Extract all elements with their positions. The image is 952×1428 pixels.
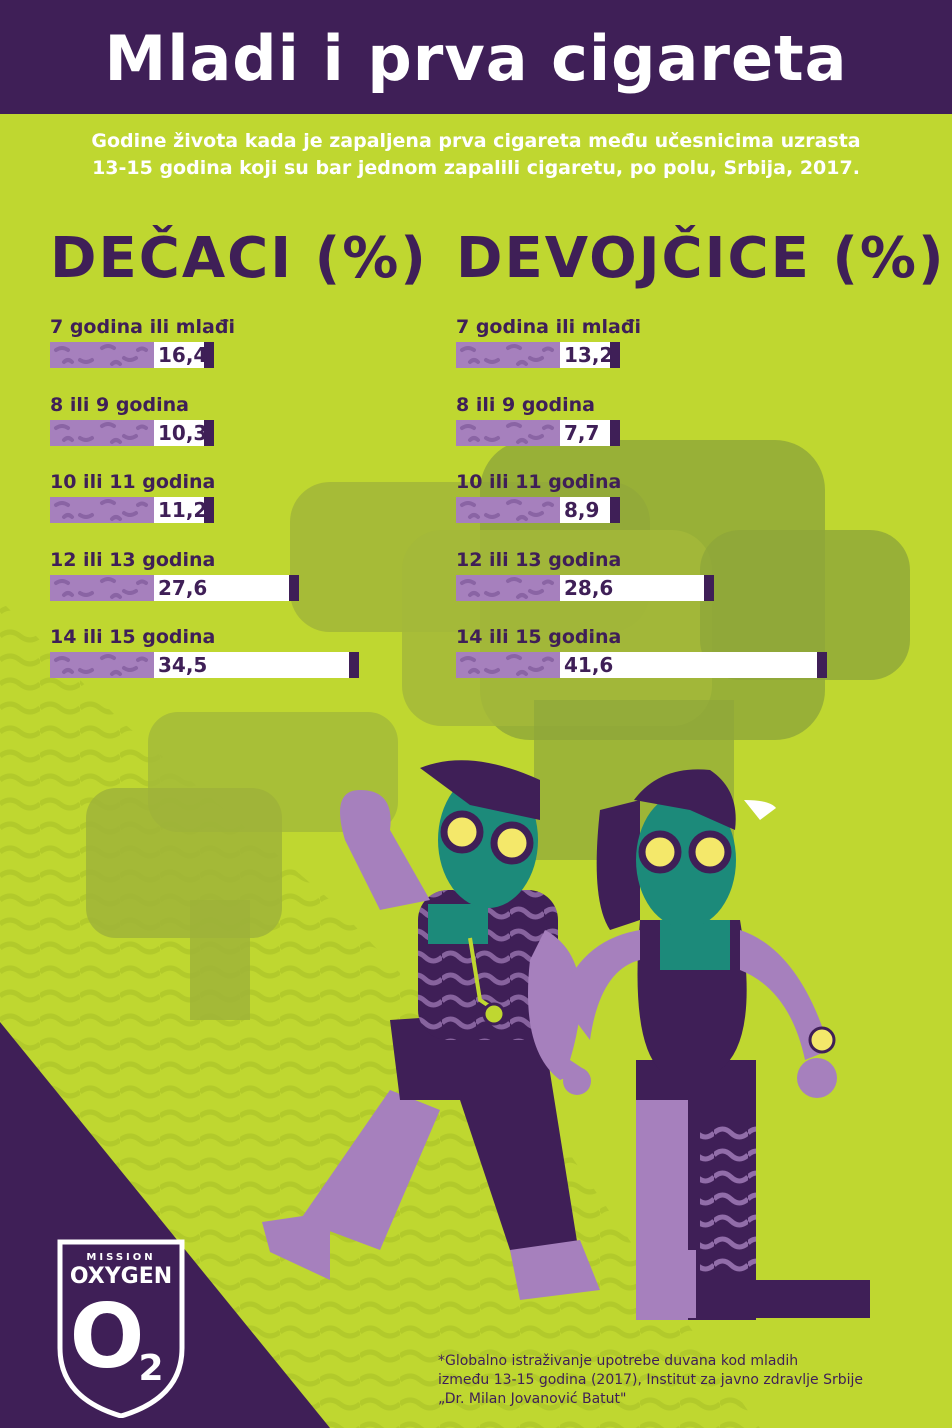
logo-shield-icon: [57, 1239, 185, 1418]
bar-value-label: 34,5: [158, 653, 208, 677]
girl-illustration: [560, 769, 870, 1320]
category-label: 8 ili 9 godina: [50, 393, 189, 416]
boy-illustration: [262, 760, 600, 1300]
subtitle-line-1: Godine života kada je zapaljena prva cig…: [91, 130, 861, 152]
bar-end-cap: [610, 342, 620, 368]
bar-pattern-segment: [456, 419, 560, 446]
bar-value-label: 16,4: [158, 343, 208, 367]
bar-value-label: 41,6: [564, 653, 614, 677]
bar-pattern-segment: [456, 497, 560, 523]
bar: [560, 497, 610, 523]
bar-value-label: 8,9: [564, 498, 600, 522]
girls-heading: DEVOJČICE (%): [456, 226, 946, 291]
bar-end-cap: [289, 574, 300, 601]
footnote-line-1: *Globalno istraživanje upotrebe duvana k…: [438, 1353, 799, 1369]
page-title: Mladi i prva cigareta: [104, 22, 848, 95]
bar: [154, 342, 204, 368]
bar-end-cap: [703, 574, 714, 601]
bar-end-cap: [816, 652, 827, 678]
bar-value-label: 7,7: [564, 420, 600, 445]
bar-pattern-segment: [456, 342, 560, 368]
bar-value-label: 28,6: [564, 575, 614, 600]
bar-pattern-segment: [50, 652, 154, 678]
subtitle: Godine života kada je zapaljena prva cig…: [60, 128, 892, 182]
category-label: 8 ili 9 godina: [456, 393, 595, 416]
logo-subscript-2: 2: [138, 1348, 164, 1389]
bar-pattern-segment: [50, 419, 154, 446]
bar-value-label: 10,3: [158, 420, 208, 445]
bar: [560, 419, 610, 446]
category-label: 14 ili 15 godina: [456, 626, 622, 648]
category-label: 10 ili 11 godina: [50, 471, 216, 493]
category-label: 7 godina ili mlađi: [456, 316, 641, 338]
bar: [560, 652, 817, 678]
bar-end-cap: [204, 419, 214, 446]
bar-end-cap: [610, 419, 620, 446]
bar-pattern-segment: [456, 652, 560, 678]
category-label: 7 godina ili mlađi: [50, 316, 235, 338]
category-label: 14 ili 15 godina: [50, 626, 216, 648]
category-label: 10 ili 11 godina: [456, 471, 622, 493]
bar: [154, 497, 204, 523]
bar-end-cap: [204, 497, 214, 523]
bar-value-label: 13,2: [564, 343, 614, 367]
bar-end-cap: [204, 342, 214, 368]
bar-end-cap: [610, 497, 620, 523]
logo-o-letter: O: [69, 1285, 145, 1388]
bar-value-label: 27,6: [158, 575, 208, 600]
mission-oxygen-logo: MISSION OXYGEN O 2: [56, 1238, 186, 1418]
bar: [154, 574, 290, 601]
header-band: [0, 0, 952, 114]
bar: [560, 574, 704, 601]
footnote-line-3: „Dr. Milan Jovanović Batut": [438, 1391, 627, 1407]
category-label: 12 ili 13 godina: [456, 548, 622, 571]
subtitle-line-2: 13-15 godina koji su bar jednom zapalili…: [92, 157, 860, 179]
logo-mission-text: MISSION: [86, 1252, 156, 1263]
bar-pattern-segment: [50, 574, 154, 601]
bar: [154, 419, 204, 446]
category-label: 12 ili 13 godina: [50, 548, 216, 571]
bar-pattern-segment: [456, 574, 560, 601]
bar-value-label: 11,2: [158, 498, 208, 522]
boys-heading: DEČACI (%): [50, 226, 428, 291]
footnote: *Globalno istraživanje upotrebe duvana k…: [438, 1352, 918, 1409]
bar-pattern-segment: [50, 497, 154, 523]
bar-pattern-segment: [50, 342, 154, 368]
footnote-line-2: između 13-15 godina (2017), Institut za …: [438, 1372, 864, 1388]
bar: [560, 342, 610, 368]
bar: [154, 652, 349, 678]
logo-oxygen-text: OXYGEN: [69, 1264, 173, 1289]
bar-end-cap: [349, 652, 359, 678]
